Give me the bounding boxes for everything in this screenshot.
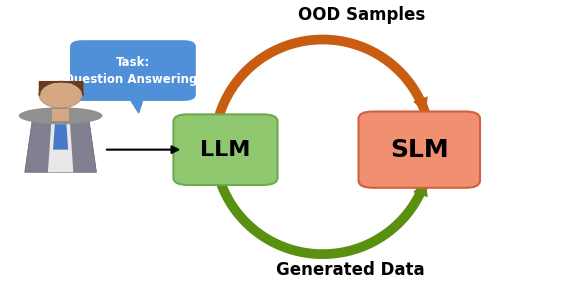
FancyBboxPatch shape <box>71 41 195 100</box>
Polygon shape <box>127 94 144 113</box>
FancyBboxPatch shape <box>359 111 480 188</box>
Polygon shape <box>48 122 74 172</box>
Polygon shape <box>53 124 68 150</box>
Text: LLM: LLM <box>200 140 251 160</box>
Bar <box>52 109 69 122</box>
Text: Task:
Question Answering.: Task: Question Answering. <box>64 56 202 86</box>
Ellipse shape <box>19 107 103 124</box>
FancyBboxPatch shape <box>173 114 277 185</box>
Text: OOD Samples: OOD Samples <box>298 7 425 24</box>
Ellipse shape <box>39 81 82 108</box>
Polygon shape <box>25 116 96 172</box>
Text: SLM: SLM <box>390 138 449 162</box>
Text: Generated Data: Generated Data <box>276 261 424 279</box>
